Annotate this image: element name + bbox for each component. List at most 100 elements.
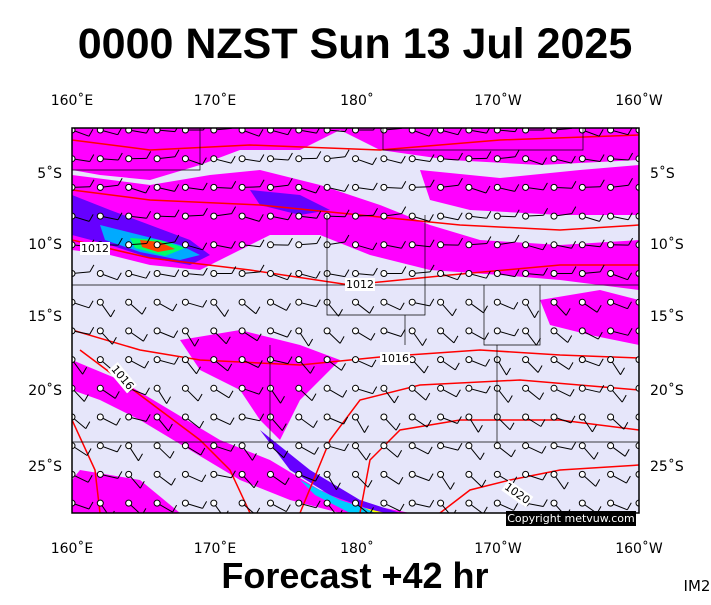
lat-label-left: 5˚S bbox=[37, 165, 62, 182]
station bbox=[324, 184, 330, 190]
station bbox=[579, 184, 585, 190]
station bbox=[579, 271, 585, 277]
station bbox=[211, 357, 217, 363]
wind-barb-flag bbox=[657, 126, 661, 133]
lon-label-bottom: 160˚E bbox=[51, 540, 94, 557]
station bbox=[239, 471, 245, 477]
station bbox=[608, 184, 614, 190]
station bbox=[381, 443, 387, 449]
station bbox=[154, 299, 160, 305]
station bbox=[579, 385, 585, 391]
wind-barb bbox=[639, 130, 657, 133]
station bbox=[97, 443, 103, 449]
station bbox=[211, 242, 217, 248]
station bbox=[494, 271, 500, 277]
station bbox=[239, 156, 245, 162]
station bbox=[353, 385, 359, 391]
wind-barb bbox=[639, 446, 656, 453]
station bbox=[409, 471, 415, 477]
station bbox=[296, 357, 302, 363]
station bbox=[182, 184, 188, 190]
station bbox=[296, 242, 302, 248]
station bbox=[409, 213, 415, 219]
station bbox=[438, 414, 444, 420]
station bbox=[154, 500, 160, 506]
station bbox=[211, 385, 217, 391]
station bbox=[523, 443, 529, 449]
station bbox=[523, 385, 529, 391]
station bbox=[579, 414, 585, 420]
station bbox=[97, 414, 103, 420]
wind-barb bbox=[639, 187, 656, 193]
station bbox=[551, 357, 557, 363]
wind-barb bbox=[639, 474, 656, 479]
station bbox=[381, 500, 387, 506]
station bbox=[409, 357, 415, 363]
station bbox=[551, 500, 557, 506]
station bbox=[551, 385, 557, 391]
station bbox=[466, 328, 472, 334]
station bbox=[154, 357, 160, 363]
station bbox=[182, 242, 188, 248]
station bbox=[268, 328, 274, 334]
station bbox=[466, 385, 472, 391]
wind-barb-flag bbox=[656, 186, 660, 193]
station bbox=[126, 184, 132, 190]
station bbox=[97, 184, 103, 190]
station bbox=[182, 443, 188, 449]
station bbox=[182, 328, 188, 334]
station bbox=[438, 299, 444, 305]
station bbox=[324, 471, 330, 477]
station bbox=[466, 242, 472, 248]
station bbox=[466, 471, 472, 477]
station bbox=[353, 357, 359, 363]
station bbox=[126, 271, 132, 277]
station bbox=[353, 299, 359, 305]
station bbox=[296, 385, 302, 391]
station bbox=[608, 299, 614, 305]
station bbox=[494, 299, 500, 305]
isobar-label: 1012 bbox=[346, 278, 374, 291]
station bbox=[381, 271, 387, 277]
station bbox=[296, 184, 302, 190]
station bbox=[438, 443, 444, 449]
station bbox=[324, 156, 330, 162]
station bbox=[438, 500, 444, 506]
station bbox=[296, 443, 302, 449]
wind-barb bbox=[639, 503, 648, 518]
station bbox=[466, 357, 472, 363]
station bbox=[239, 184, 245, 190]
station bbox=[353, 328, 359, 334]
station bbox=[182, 156, 188, 162]
lon-label-top: 160˚W bbox=[615, 92, 663, 109]
station bbox=[579, 156, 585, 162]
station bbox=[126, 443, 132, 449]
lon-label-top: 170˚W bbox=[474, 92, 522, 109]
station bbox=[126, 299, 132, 305]
station bbox=[126, 414, 132, 420]
station bbox=[409, 242, 415, 248]
station bbox=[409, 414, 415, 420]
station bbox=[353, 471, 359, 477]
station bbox=[466, 500, 472, 506]
station bbox=[466, 271, 472, 277]
station bbox=[182, 500, 188, 506]
station bbox=[523, 184, 529, 190]
station bbox=[296, 471, 302, 477]
lat-label-left: 10˚S bbox=[28, 236, 62, 253]
station bbox=[97, 328, 103, 334]
station bbox=[268, 471, 274, 477]
wind-barb bbox=[639, 417, 655, 426]
station bbox=[154, 443, 160, 449]
station bbox=[353, 156, 359, 162]
station bbox=[438, 271, 444, 277]
station bbox=[608, 213, 614, 219]
station bbox=[182, 414, 188, 420]
station bbox=[211, 299, 217, 305]
station bbox=[381, 414, 387, 420]
station bbox=[353, 184, 359, 190]
station bbox=[211, 471, 217, 477]
station bbox=[154, 385, 160, 391]
station bbox=[438, 385, 444, 391]
